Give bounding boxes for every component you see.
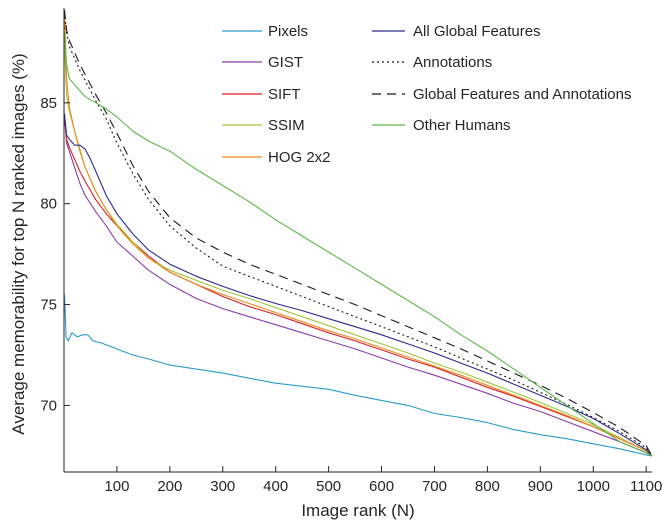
plot-lines bbox=[63, 9, 653, 457]
legend-label-7: Global Features and Annotations bbox=[413, 86, 631, 103]
x-tick-label-1100: 1100 bbox=[630, 478, 662, 495]
x-tick-label-600: 600 bbox=[369, 478, 394, 495]
legend-label-0: Pixels bbox=[268, 23, 308, 40]
x-tick-label-300: 300 bbox=[210, 478, 235, 495]
x-tick-label-400: 400 bbox=[263, 478, 288, 495]
x-axis-title: Image rank (N) bbox=[301, 501, 414, 520]
series-line-2 bbox=[63, 118, 653, 457]
y-tick-label-75: 75 bbox=[40, 297, 57, 314]
series-line-4 bbox=[63, 9, 653, 457]
legend-label-5: All Global Features bbox=[413, 23, 541, 40]
legend-label-3: SSIM bbox=[268, 117, 305, 134]
legend-label-6: Annotations bbox=[413, 54, 492, 71]
y-tick-label-85: 85 bbox=[40, 95, 57, 112]
x-tick-label-900: 900 bbox=[528, 478, 553, 495]
y-tick-label-70: 70 bbox=[40, 397, 57, 414]
legend: Pixels GIST SIFT SSIM HOG 2x2 All Global Feat… bbox=[222, 23, 631, 166]
x-tick-label-1000: 1000 bbox=[577, 478, 610, 495]
series-line-7 bbox=[63, 9, 653, 457]
series-line-0 bbox=[63, 294, 653, 457]
x-tick-label-800: 800 bbox=[475, 478, 500, 495]
y-tick-label-80: 80 bbox=[40, 196, 57, 213]
legend-label-1: GIST bbox=[268, 54, 303, 71]
series-line-1 bbox=[63, 112, 653, 457]
series-line-3 bbox=[63, 44, 653, 457]
x-tick-label-200: 200 bbox=[157, 478, 182, 495]
legend-label-4: HOG 2x2 bbox=[268, 149, 331, 166]
x-tick-label-100: 100 bbox=[104, 478, 129, 495]
series-line-5 bbox=[63, 114, 653, 457]
legend-label-8: Other Humans bbox=[413, 117, 511, 134]
series-line-6 bbox=[63, 11, 653, 457]
series-line-8 bbox=[63, 32, 653, 457]
x-tick-label-500: 500 bbox=[316, 478, 341, 495]
axes: 100 200 300 400 500 600 700 800 900 1000 1100 70 75 8… bbox=[40, 8, 662, 495]
legend-label-2: SIFT bbox=[268, 86, 301, 103]
y-axis-title: Average memorability for top N ranked im… bbox=[9, 53, 28, 434]
x-tick-label-700: 700 bbox=[422, 478, 447, 495]
